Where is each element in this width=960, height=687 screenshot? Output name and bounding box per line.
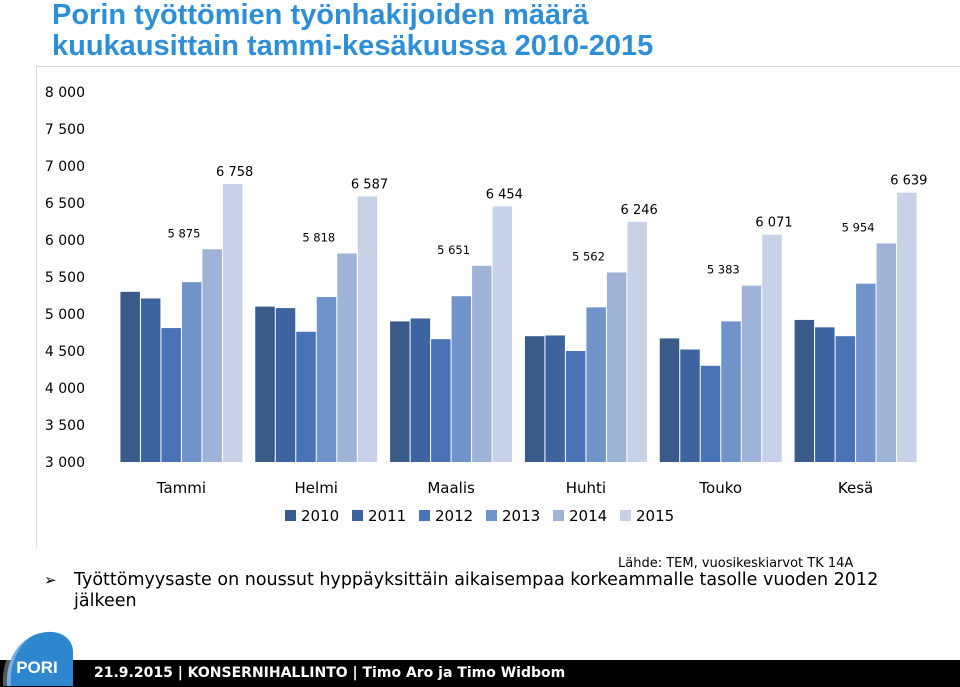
legend-label-2014: 2014 — [569, 507, 607, 525]
data-label-2014: 5 651 — [437, 243, 470, 257]
category-label: Touko — [698, 479, 742, 497]
title-line-2: kuukausittain tammi-kesäkuussa 2010-2015 — [52, 30, 654, 62]
y-tick-label: 5 000 — [45, 307, 85, 323]
bullet-text: Työttömyysaste on noussut hyppäyksittäin… — [74, 570, 879, 611]
bar-2014-huhti — [606, 272, 627, 462]
category-label: Tammi — [156, 479, 206, 497]
bar-2010-helmi — [255, 306, 275, 462]
bar-chart: 3 000 3 500 4 000 4 500 5 000 5 500 6 000 6 500… — [45, 85, 928, 525]
footer-bar: 21.9.2015 | KONSERNIHALLINTO | Timo Aro … — [0, 660, 960, 687]
bar-2010-kesä — [794, 319, 815, 462]
data-label-2015: 6 758 — [216, 165, 253, 180]
y-tick-label: 5 500 — [45, 270, 85, 286]
bar-2011-maalis — [410, 318, 431, 462]
bar-2015-touko — [762, 234, 782, 462]
category-label: Helmi — [295, 479, 338, 497]
footer-text: 21.9.2015 | KONSERNIHALLINTO | Timo Aro … — [94, 665, 566, 681]
data-label-2014: 5 383 — [707, 263, 740, 277]
legend-label-2015: 2015 — [636, 507, 674, 525]
y-tick-label: 7 500 — [45, 122, 85, 138]
legend-label-2012: 2012 — [435, 507, 473, 525]
data-label-2015: 6 246 — [621, 203, 658, 218]
bar-2012-touko — [700, 365, 721, 462]
legend-swatch-2013 — [486, 510, 497, 521]
arrow-bullet-icon: ➢ — [44, 571, 57, 589]
bar-2013-kesä — [856, 283, 876, 462]
bar-2014-tammi — [202, 249, 222, 462]
y-tick-label: 7 000 — [45, 159, 85, 175]
pori-logo: PORI — [2, 628, 74, 686]
data-label-2014: 5 562 — [572, 249, 605, 263]
title-line-1: Porin työttömien työnhakijoiden määrä — [52, 0, 589, 31]
data-label-2015: 6 639 — [890, 174, 927, 189]
bar-2010-maalis — [390, 321, 410, 462]
page-title: Porin työttömien työnhakijoiden määrä ku… — [52, 0, 932, 62]
bar-2013-touko — [721, 321, 741, 462]
y-tick-label: 3 000 — [45, 455, 85, 471]
y-tick-label: 8 000 — [45, 85, 85, 101]
bar-2010-touko — [659, 338, 680, 462]
bar-2015-kesä — [897, 192, 917, 462]
bar-2011-tammi — [140, 298, 161, 462]
y-tick-label: 6 500 — [45, 196, 85, 212]
category-label: Huhti — [566, 479, 606, 497]
category-label: Maalis — [427, 479, 475, 497]
bar-2014-kesä — [876, 243, 897, 462]
legend-swatch-2014 — [553, 510, 564, 521]
chart-area: 3 000 3 500 4 000 4 500 5 000 5 500 6 000 6 500… — [36, 66, 960, 547]
bar-2011-helmi — [275, 308, 296, 462]
legend-label-2010: 2010 — [301, 507, 339, 525]
bar-2013-helmi — [316, 296, 337, 462]
bar-2014-touko — [741, 285, 762, 462]
bar-2013-maalis — [451, 296, 472, 462]
data-label-2015: 6 587 — [351, 178, 388, 193]
bar-2015-huhti — [627, 221, 647, 462]
bar-2010-tammi — [120, 291, 140, 462]
data-label-2014: 5 954 — [842, 220, 875, 234]
legend-swatch-2010 — [285, 510, 296, 521]
bar-2011-touko — [680, 349, 700, 462]
legend-swatch-2012 — [419, 510, 430, 521]
bar-2011-huhti — [545, 335, 565, 462]
bar-2013-huhti — [586, 307, 606, 462]
bar-2012-maalis — [431, 339, 451, 462]
bar-2012-huhti — [565, 351, 586, 462]
bar-2010-huhti — [524, 336, 545, 462]
legend-swatch-2011 — [352, 510, 363, 521]
bar-2015-helmi — [357, 196, 378, 462]
y-tick-label: 4 500 — [45, 344, 85, 360]
category-label: Kesä — [838, 479, 873, 497]
y-tick-label: 6 000 — [45, 233, 85, 249]
bar-2015-maalis — [492, 206, 513, 462]
legend-label-2011: 2011 — [368, 507, 406, 525]
bar-2012-kesä — [835, 336, 856, 462]
bar-2014-helmi — [337, 253, 357, 462]
bar-2012-helmi — [296, 331, 316, 462]
legend-swatch-2015 — [620, 510, 631, 521]
data-label-2015: 6 071 — [755, 216, 792, 231]
bar-2015-tammi — [222, 183, 243, 462]
data-label-2014: 5 875 — [167, 226, 200, 240]
data-label-2014: 5 818 — [302, 230, 335, 244]
bar-2011-kesä — [815, 327, 835, 462]
legend-label-2013: 2013 — [502, 507, 540, 525]
source-note: Lähde: TEM, vuosikeskiarvot TK 14A — [618, 556, 854, 571]
bar-2014-maalis — [472, 265, 492, 462]
data-label-2015: 6 454 — [486, 187, 523, 202]
y-tick-label: 4 000 — [45, 381, 85, 397]
y-tick-label: 3 500 — [45, 418, 85, 434]
bar-2013-tammi — [181, 282, 202, 462]
svg-text:PORI: PORI — [16, 658, 58, 677]
bar-2012-tammi — [161, 328, 181, 462]
